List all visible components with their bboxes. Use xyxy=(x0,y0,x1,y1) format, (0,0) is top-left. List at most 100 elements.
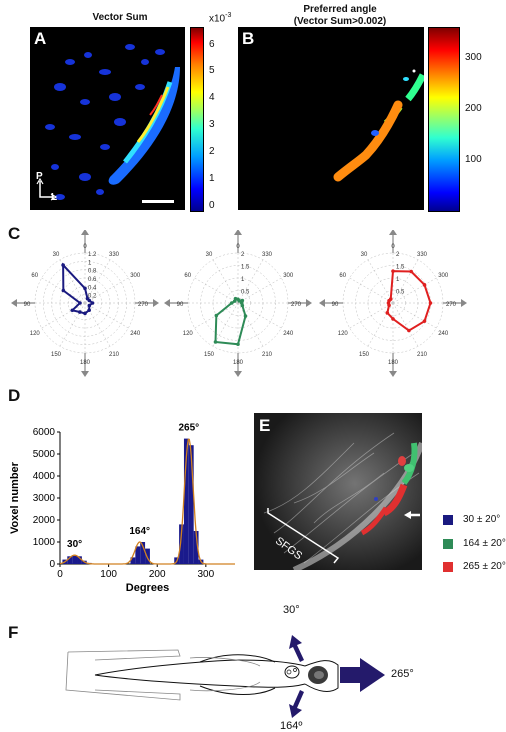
polar-spoke xyxy=(237,302,282,329)
angle-label: 240 xyxy=(130,331,141,337)
polar-point xyxy=(236,342,240,347)
polar-spoke xyxy=(392,302,437,329)
colorbar-b-tick: 100 xyxy=(465,154,482,165)
histogram-bar xyxy=(77,556,82,564)
angle-label: 90 xyxy=(332,302,339,308)
panel-a-letter: A xyxy=(34,29,47,48)
histogram-bar xyxy=(135,546,141,564)
polar-spoke xyxy=(367,302,394,347)
x-tick-label: 0 xyxy=(57,569,63,580)
legend-label: 164 ± 20° xyxy=(463,538,506,549)
polar-spoke xyxy=(349,277,394,304)
polar-point xyxy=(61,263,65,267)
scale-bar xyxy=(142,200,174,203)
polar-spoke xyxy=(392,259,419,304)
polar-point xyxy=(391,317,395,321)
legend-label: 30 ± 20° xyxy=(463,514,501,525)
angle-label: 330 xyxy=(417,252,428,258)
arrow-265-label: 265° xyxy=(391,668,414,680)
fit-curve xyxy=(59,438,235,565)
direction-arrows xyxy=(289,635,385,718)
colorbar-a-tick: 1 xyxy=(209,173,215,184)
polar-spoke xyxy=(392,277,437,304)
histogram-bar xyxy=(183,438,189,564)
angle-label: 30 xyxy=(361,252,368,258)
angle-label: 0 xyxy=(236,244,240,250)
polar-spoke xyxy=(237,277,282,304)
polar-spoke xyxy=(367,259,394,304)
angle-label: 210 xyxy=(109,352,120,358)
angle-label: 300 xyxy=(438,273,449,279)
panel-d-letter: D xyxy=(8,386,21,405)
y-tick-label: 0 xyxy=(49,559,55,570)
colorbar-b-tick: 300 xyxy=(465,52,482,63)
y-tick-label: 6000 xyxy=(33,427,56,438)
polar-plot-30: 0 30 60 90 120 150 180 210 240 270 300 330 1.2 1 0.8 0.… xyxy=(11,230,159,377)
x-tick-label: 300 xyxy=(197,569,214,580)
polar-point xyxy=(243,314,248,318)
histogram-bar xyxy=(140,542,146,564)
angle-label: 120 xyxy=(338,331,349,337)
arrow-164-icon xyxy=(289,690,304,718)
otic-vesicle xyxy=(284,665,300,679)
radial-tick-label: 2 xyxy=(241,252,245,258)
polar-point xyxy=(61,288,66,293)
panel-b-title: Preferred angle (Vector Sum>0.002) xyxy=(293,4,387,27)
y-tick-label: 3000 xyxy=(33,493,56,504)
radial-tick-label: 0.5 xyxy=(241,290,250,296)
radial-tick-label: 0.4 xyxy=(88,285,97,291)
angle-label: 120 xyxy=(30,331,41,337)
panel-b-letter: B xyxy=(242,29,255,48)
angle-label: 270 xyxy=(291,302,302,308)
radial-tick-label: 1 xyxy=(396,277,400,283)
angle-label: 180 xyxy=(233,360,244,366)
axis-arrow-head-icon xyxy=(319,299,325,307)
polar-point xyxy=(240,298,245,303)
angle-label: 210 xyxy=(262,352,273,358)
angle-label: 330 xyxy=(109,252,120,258)
y-tick-label: 5000 xyxy=(33,449,56,460)
polar-point xyxy=(422,283,427,287)
fin-outline xyxy=(65,649,181,701)
panel-f-letter: F xyxy=(8,623,19,642)
polar-point xyxy=(83,286,87,291)
polar-point xyxy=(83,311,87,316)
polar-spoke xyxy=(59,302,86,347)
polar-point xyxy=(237,299,242,303)
polar-point xyxy=(385,311,390,315)
radial-tick-label: 2 xyxy=(396,252,400,258)
y-tick-label: 1000 xyxy=(33,537,56,548)
angle-label: 30 xyxy=(206,252,213,258)
axis-arrow-head-icon xyxy=(234,371,242,377)
panel-c-letter: C xyxy=(8,224,21,243)
fluorescence-image xyxy=(254,413,422,570)
polar-spoke xyxy=(349,302,394,329)
angle-label: 60 xyxy=(339,273,346,279)
panel-a-image: A P L xyxy=(30,27,185,210)
colorbar-a-tick: 4 xyxy=(209,92,215,103)
polar-plots: 03060901201501802102402703003301.210.80.… xyxy=(11,230,467,377)
angle-label: 150 xyxy=(204,352,215,358)
angle-label: 0 xyxy=(391,244,395,250)
histogram-bar xyxy=(67,556,73,564)
radial-tick-label: 1.5 xyxy=(241,265,250,271)
legend-swatch xyxy=(443,561,453,572)
polar-spoke xyxy=(41,302,86,329)
panel-e-image: E SFGS xyxy=(254,413,422,570)
axis-arrow-head-icon xyxy=(81,371,89,377)
colorbar-a-tick: 6 xyxy=(209,39,215,50)
angle-label: 210 xyxy=(417,352,428,358)
polar-point xyxy=(90,301,95,305)
angle-label: 0 xyxy=(83,244,87,250)
angle-label: 90 xyxy=(24,302,31,308)
polar-spoke xyxy=(84,277,129,304)
polar-spoke xyxy=(237,259,264,304)
legend-item: 30 ± 20° xyxy=(443,514,500,525)
polar-spoke xyxy=(212,259,239,304)
polar-point xyxy=(78,301,82,305)
arrow-265-icon xyxy=(340,658,385,692)
angle-label: 60 xyxy=(184,273,191,279)
peak-label: 265° xyxy=(178,423,199,434)
angle-label: 300 xyxy=(130,273,141,279)
angle-label: 60 xyxy=(31,273,38,279)
